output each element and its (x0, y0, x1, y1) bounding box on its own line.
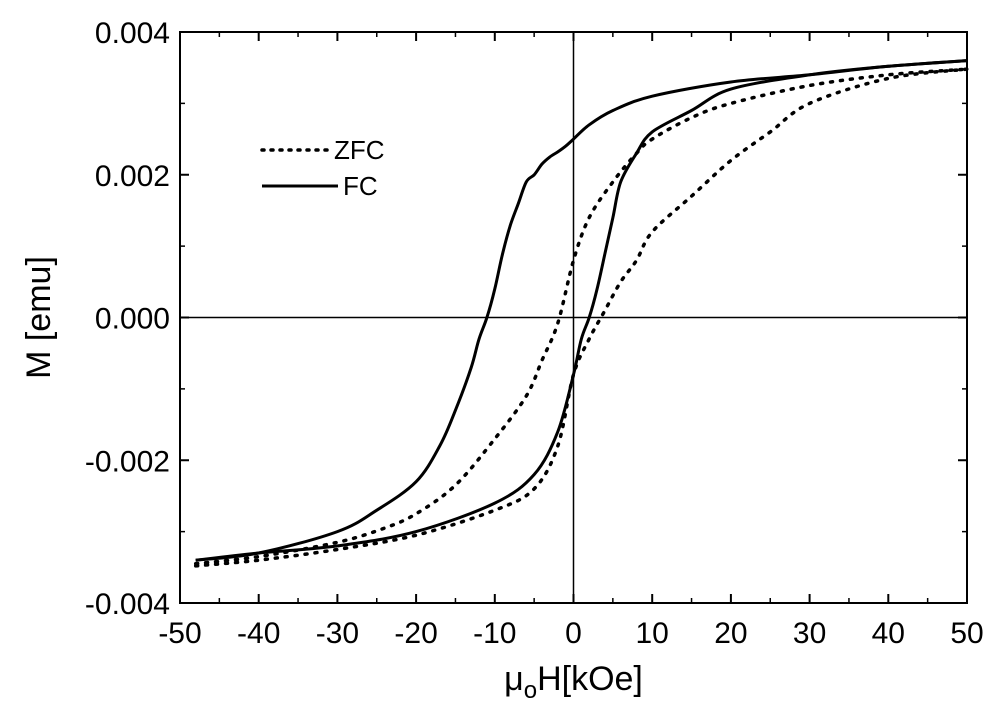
x-tick-label: 10 (636, 617, 669, 650)
y-tick-label: 0.004 (95, 17, 170, 50)
x-tick-label: -30 (316, 617, 359, 650)
series-line-zfc-branch-1 (193, 67, 969, 566)
x-axis-label-sub: o (524, 677, 537, 704)
x-tick-label: -50 (158, 617, 201, 650)
x-axis-label-rest: H[kOe] (537, 660, 643, 698)
axis-ticks (179, 31, 968, 604)
x-tick-label: -40 (237, 617, 280, 650)
legend-label-fc: FC (343, 171, 378, 201)
legend-label-zfc: ZFC (334, 135, 385, 165)
x-tick-label: 30 (793, 617, 826, 650)
y-tick-label: 0.002 (95, 160, 170, 193)
x-axis-label: μoH[kOe] (504, 660, 643, 704)
zero-lines (180, 32, 967, 603)
series-line-fc-branch-1 (195, 59, 968, 562)
y-tick-label: 0.000 (95, 303, 170, 336)
x-axis-label-mu: μ (504, 660, 524, 698)
y-tick-label: -0.004 (85, 588, 170, 621)
x-tick-label: 50 (950, 617, 983, 650)
y-axis-label: M [emu] (20, 256, 58, 379)
x-tick-label: -10 (473, 617, 516, 650)
x-tick-label: 20 (714, 617, 747, 650)
x-tick-label: -20 (394, 617, 437, 650)
series-line-zfc-branch-2 (193, 67, 969, 568)
legend: ZFC FC (260, 135, 385, 201)
axis-tick-labels: -50 -40 -30 -20 -10 0 10 20 30 40 50 -0.004 -0.002 0.… (85, 17, 984, 650)
series-layer (193, 59, 969, 568)
y-tick-label: -0.002 (85, 445, 170, 478)
x-tick-label: 40 (872, 617, 905, 650)
series-line-fc-branch-2 (195, 59, 968, 562)
x-tick-label: 0 (565, 617, 582, 650)
